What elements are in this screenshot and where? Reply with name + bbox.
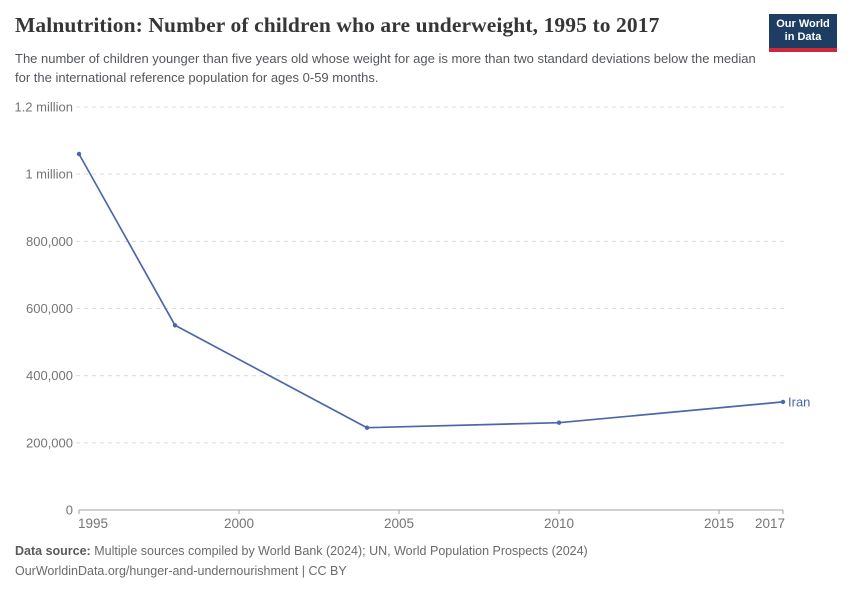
data-line <box>78 153 784 429</box>
x-tick-label: 2015 <box>704 516 734 531</box>
x-tick-label: 2017 <box>755 516 785 531</box>
y-tick-label: 200,000 <box>26 435 73 450</box>
data-point <box>172 323 178 328</box>
line-chart: 0 200,000 400,000 600,000 800,000 1 million 1.… <box>14 100 810 532</box>
chart-title: Malnutrition: Number of children who are… <box>15 13 660 37</box>
data-source-line: Data source: Multiple sources compiled b… <box>15 541 815 561</box>
y-tick-label: 0 <box>66 503 73 518</box>
y-tick-label: 400,000 <box>26 368 73 383</box>
x-tick-label: 2005 <box>384 516 414 531</box>
attribution-line: OurWorldinData.org/hunger-and-undernouri… <box>15 564 347 578</box>
data-source-text: Multiple sources compiled by World Bank … <box>90 544 588 558</box>
y-tick-label: 600,000 <box>26 301 73 316</box>
x-tick-label: 2000 <box>224 516 254 531</box>
data-point <box>556 420 562 425</box>
owid-logo-line2: in Data <box>784 31 822 43</box>
data-source-label: Data source: <box>15 544 91 558</box>
owid-logo-line1: Our World <box>776 18 830 30</box>
data-point <box>364 425 370 430</box>
data-point <box>76 151 82 157</box>
data-point <box>780 399 786 405</box>
x-tick-label: 1995 <box>78 516 108 531</box>
owid-logo: Our World in Data <box>769 14 837 52</box>
y-tick-label: 1 million <box>25 167 73 182</box>
chart-subtitle: The number of children younger than five… <box>15 51 756 85</box>
series-end-label: Iran <box>788 394 810 409</box>
y-tick-label: 800,000 <box>26 234 73 249</box>
chart-footer: Data source: Multiple sources compiled b… <box>15 541 815 581</box>
y-tick-label: 1.2 million <box>14 100 73 115</box>
x-tick-label: 2010 <box>544 516 574 531</box>
